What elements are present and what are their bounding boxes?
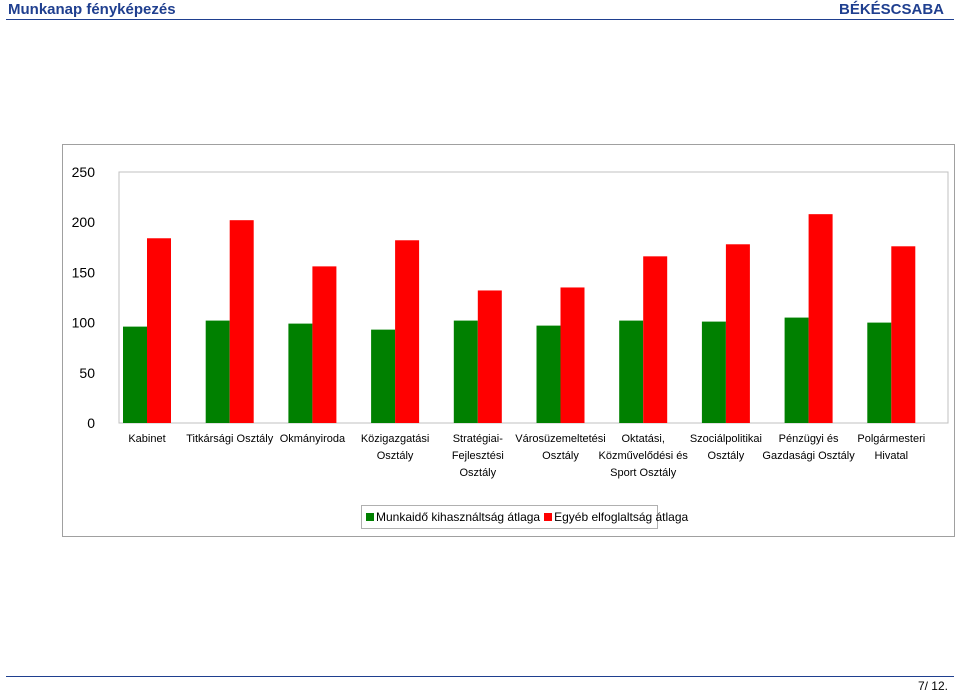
x-tick-label: Pénzügyi és [779,433,839,445]
y-tick-label: 150 [72,264,96,280]
x-tick-label: Közigazgatási [361,433,430,445]
bar-2-4 [395,240,420,423]
footer-rule [6,676,954,677]
header-rule [6,19,954,20]
bar-1-8 [701,321,726,423]
y-tick-label: 100 [72,315,96,331]
bar-2-3 [312,266,337,423]
x-tick-label: Stratégiai- [453,433,503,445]
bar-1-4 [371,329,396,423]
x-tick-label: Fejlesztési [452,450,504,462]
bar-2-9 [808,214,833,423]
bar-1-1 [123,326,147,423]
bar-chart: 0 50 100 150 200 250 Kabinet Titkársági Osztály… [72,164,949,479]
x-tick-label: Titkársági Osztály [186,433,274,445]
x-tick-label: Osztály [377,450,414,462]
bar-1-6 [536,325,561,423]
x-tick-label: Oktatási, [621,433,664,445]
x-tick-label: Osztály [708,450,745,462]
legend-item-series1: Munkaidő kihasználtság átlaga [366,510,540,524]
chart-frame: 0 50 100 150 200 250 Kabinet Titkársági Osztály… [62,144,955,537]
plot-area [118,171,949,424]
bar-2-7 [643,256,668,423]
y-tick-label: 0 [87,415,95,431]
legend-label-series1: Munkaidő kihasználtság átlaga [376,510,541,524]
bar-1-2 [205,320,230,423]
bar-2-8 [725,244,750,423]
legend-label-series2: Egyéb elfoglaltság átlaga [554,510,689,524]
x-tick-label: Hivatal [874,450,908,462]
x-tick-label: Szociálpolitikai [690,433,762,445]
bar-2-1 [147,238,171,423]
x-tick-label: Városüzemeltetési [515,433,606,445]
x-tick-label: Gazdasági Osztály [762,450,855,462]
page-header: Munkanap fényképezés BÉKÉSCSABA [0,0,960,22]
bar-2-10 [891,246,916,423]
x-tick-label: Polgármesteri [857,433,925,445]
legend-swatch-series2 [544,513,553,521]
chart-legend: Munkaidő kihasználtság átlaga Egyéb elfo… [361,505,688,529]
bar-1-9 [784,317,809,423]
bar-2-6 [560,287,585,423]
bar-2-5 [477,290,502,423]
bar-1-10 [867,322,892,423]
page-title: Munkanap fényképezés [8,1,176,18]
legend-item-series2: Egyéb elfoglaltság átlaga [544,510,688,524]
x-tick-label: Osztály [459,467,496,479]
page-number: 7/ 12. [917,679,948,693]
x-tick-label: Okmányiroda [280,433,346,445]
legend-swatch-series1 [366,513,374,521]
x-tick-label: Kabinet [128,433,165,445]
y-tick-label: 200 [72,214,96,230]
bar-1-3 [288,323,313,423]
x-tick-label: Sport Osztály [610,467,677,479]
x-tick-label: Osztály [542,450,579,462]
y-tick-label: 50 [79,365,95,381]
bar-1-5 [453,320,478,423]
x-tick-label: Közművelődési és [599,450,689,462]
city-name: BÉKÉSCSABA [838,1,944,18]
bar-1-7 [619,320,644,423]
bar-2-2 [229,220,254,423]
y-tick-label: 250 [72,164,96,180]
